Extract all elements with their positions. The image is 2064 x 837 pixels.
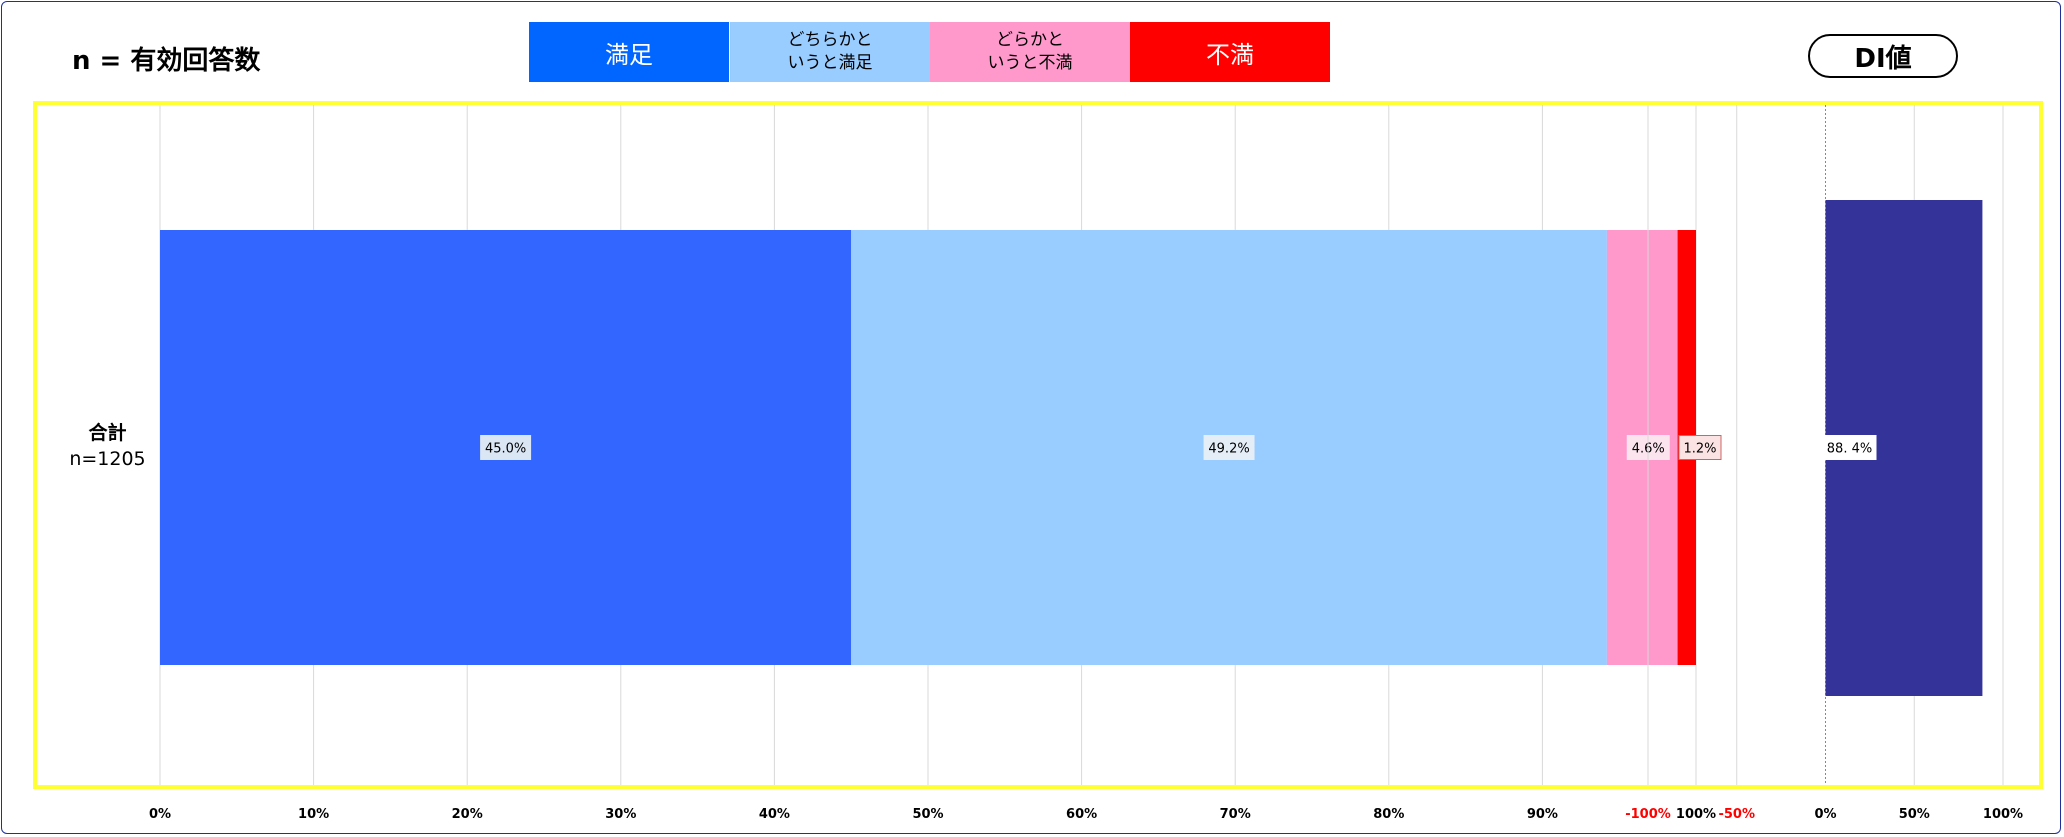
di-data-label-box bbox=[1822, 435, 1877, 460]
data-label-box bbox=[1678, 435, 1722, 460]
category-n: n=1205 bbox=[69, 448, 146, 470]
di-x-tick-label: 100% bbox=[1983, 807, 2023, 822]
data-label: 45.0% bbox=[485, 442, 526, 457]
data-label-box bbox=[1203, 435, 1255, 460]
x-tick-label: 10% bbox=[298, 807, 329, 822]
category-label: 合計 n=1205 bbox=[40, 420, 175, 472]
data-label-box bbox=[480, 435, 532, 460]
x-tick-label: 30% bbox=[605, 807, 636, 822]
legend-somewhat-dissatisfied: どらかと いうと不満 bbox=[930, 22, 1130, 82]
x-tick-label: 50% bbox=[912, 807, 943, 822]
x-tick-label: 20% bbox=[452, 807, 483, 822]
di-x-tick-label: 0% bbox=[1814, 807, 1836, 822]
x-tick-label: 70% bbox=[1220, 807, 1251, 822]
category-name: 合計 bbox=[88, 422, 127, 444]
legend-somewhat-satisfied: どちらかと いうと満足 bbox=[730, 22, 930, 82]
di-x-tick-label: 50% bbox=[1899, 807, 1930, 822]
di-value-header: DI値 bbox=[1808, 34, 1958, 78]
data-label: 1.2% bbox=[1683, 442, 1716, 457]
di-x-tick-label: -50% bbox=[1718, 807, 1755, 822]
x-tick-label: 80% bbox=[1373, 807, 1404, 822]
plot-area bbox=[33, 101, 2043, 789]
legend-dissatisfied: 不満 bbox=[1130, 22, 1330, 82]
x-tick-label: 60% bbox=[1066, 807, 1097, 822]
x-tick-label: 40% bbox=[759, 807, 790, 822]
legend-satisfied: 満足 bbox=[529, 22, 729, 82]
x-tick-label: 0% bbox=[149, 807, 171, 822]
n-definition-label: n = 有効回答数 bbox=[72, 46, 261, 76]
di-x-tick-label: -100% bbox=[1625, 807, 1671, 822]
di-data-label: 88. 4% bbox=[1827, 442, 1872, 457]
data-label: 49.2% bbox=[1208, 442, 1249, 457]
x-tick-label: 100% bbox=[1676, 807, 1716, 822]
x-tick-label: 90% bbox=[1527, 807, 1558, 822]
